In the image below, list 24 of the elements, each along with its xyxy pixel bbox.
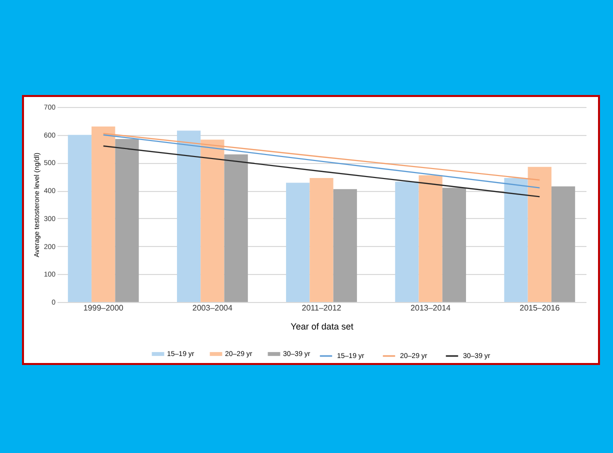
x-tick-label: 1999–2000 xyxy=(83,304,124,312)
bar xyxy=(442,188,466,302)
bar xyxy=(176,130,201,302)
x-axis-title: Year of data set xyxy=(290,322,354,332)
x-tick-label: 2015–2016 xyxy=(520,304,560,312)
bar xyxy=(551,186,576,302)
bar xyxy=(68,134,92,302)
bar xyxy=(528,166,552,302)
x-tick-label: 2003–2004 xyxy=(192,304,233,312)
bar xyxy=(92,126,116,302)
bar xyxy=(418,175,442,302)
line-series xyxy=(102,145,540,198)
line-series xyxy=(102,132,540,181)
bar xyxy=(286,182,310,302)
bar xyxy=(224,154,248,302)
bar xyxy=(115,139,139,302)
bar xyxy=(333,189,357,302)
bar xyxy=(395,182,419,302)
bar xyxy=(200,140,224,302)
bar xyxy=(504,178,528,302)
x-tick-label: 2011–2012 xyxy=(302,304,342,312)
x-tick-label: 2013–2014 xyxy=(410,304,452,312)
line-series xyxy=(102,134,540,188)
bar xyxy=(310,178,334,302)
